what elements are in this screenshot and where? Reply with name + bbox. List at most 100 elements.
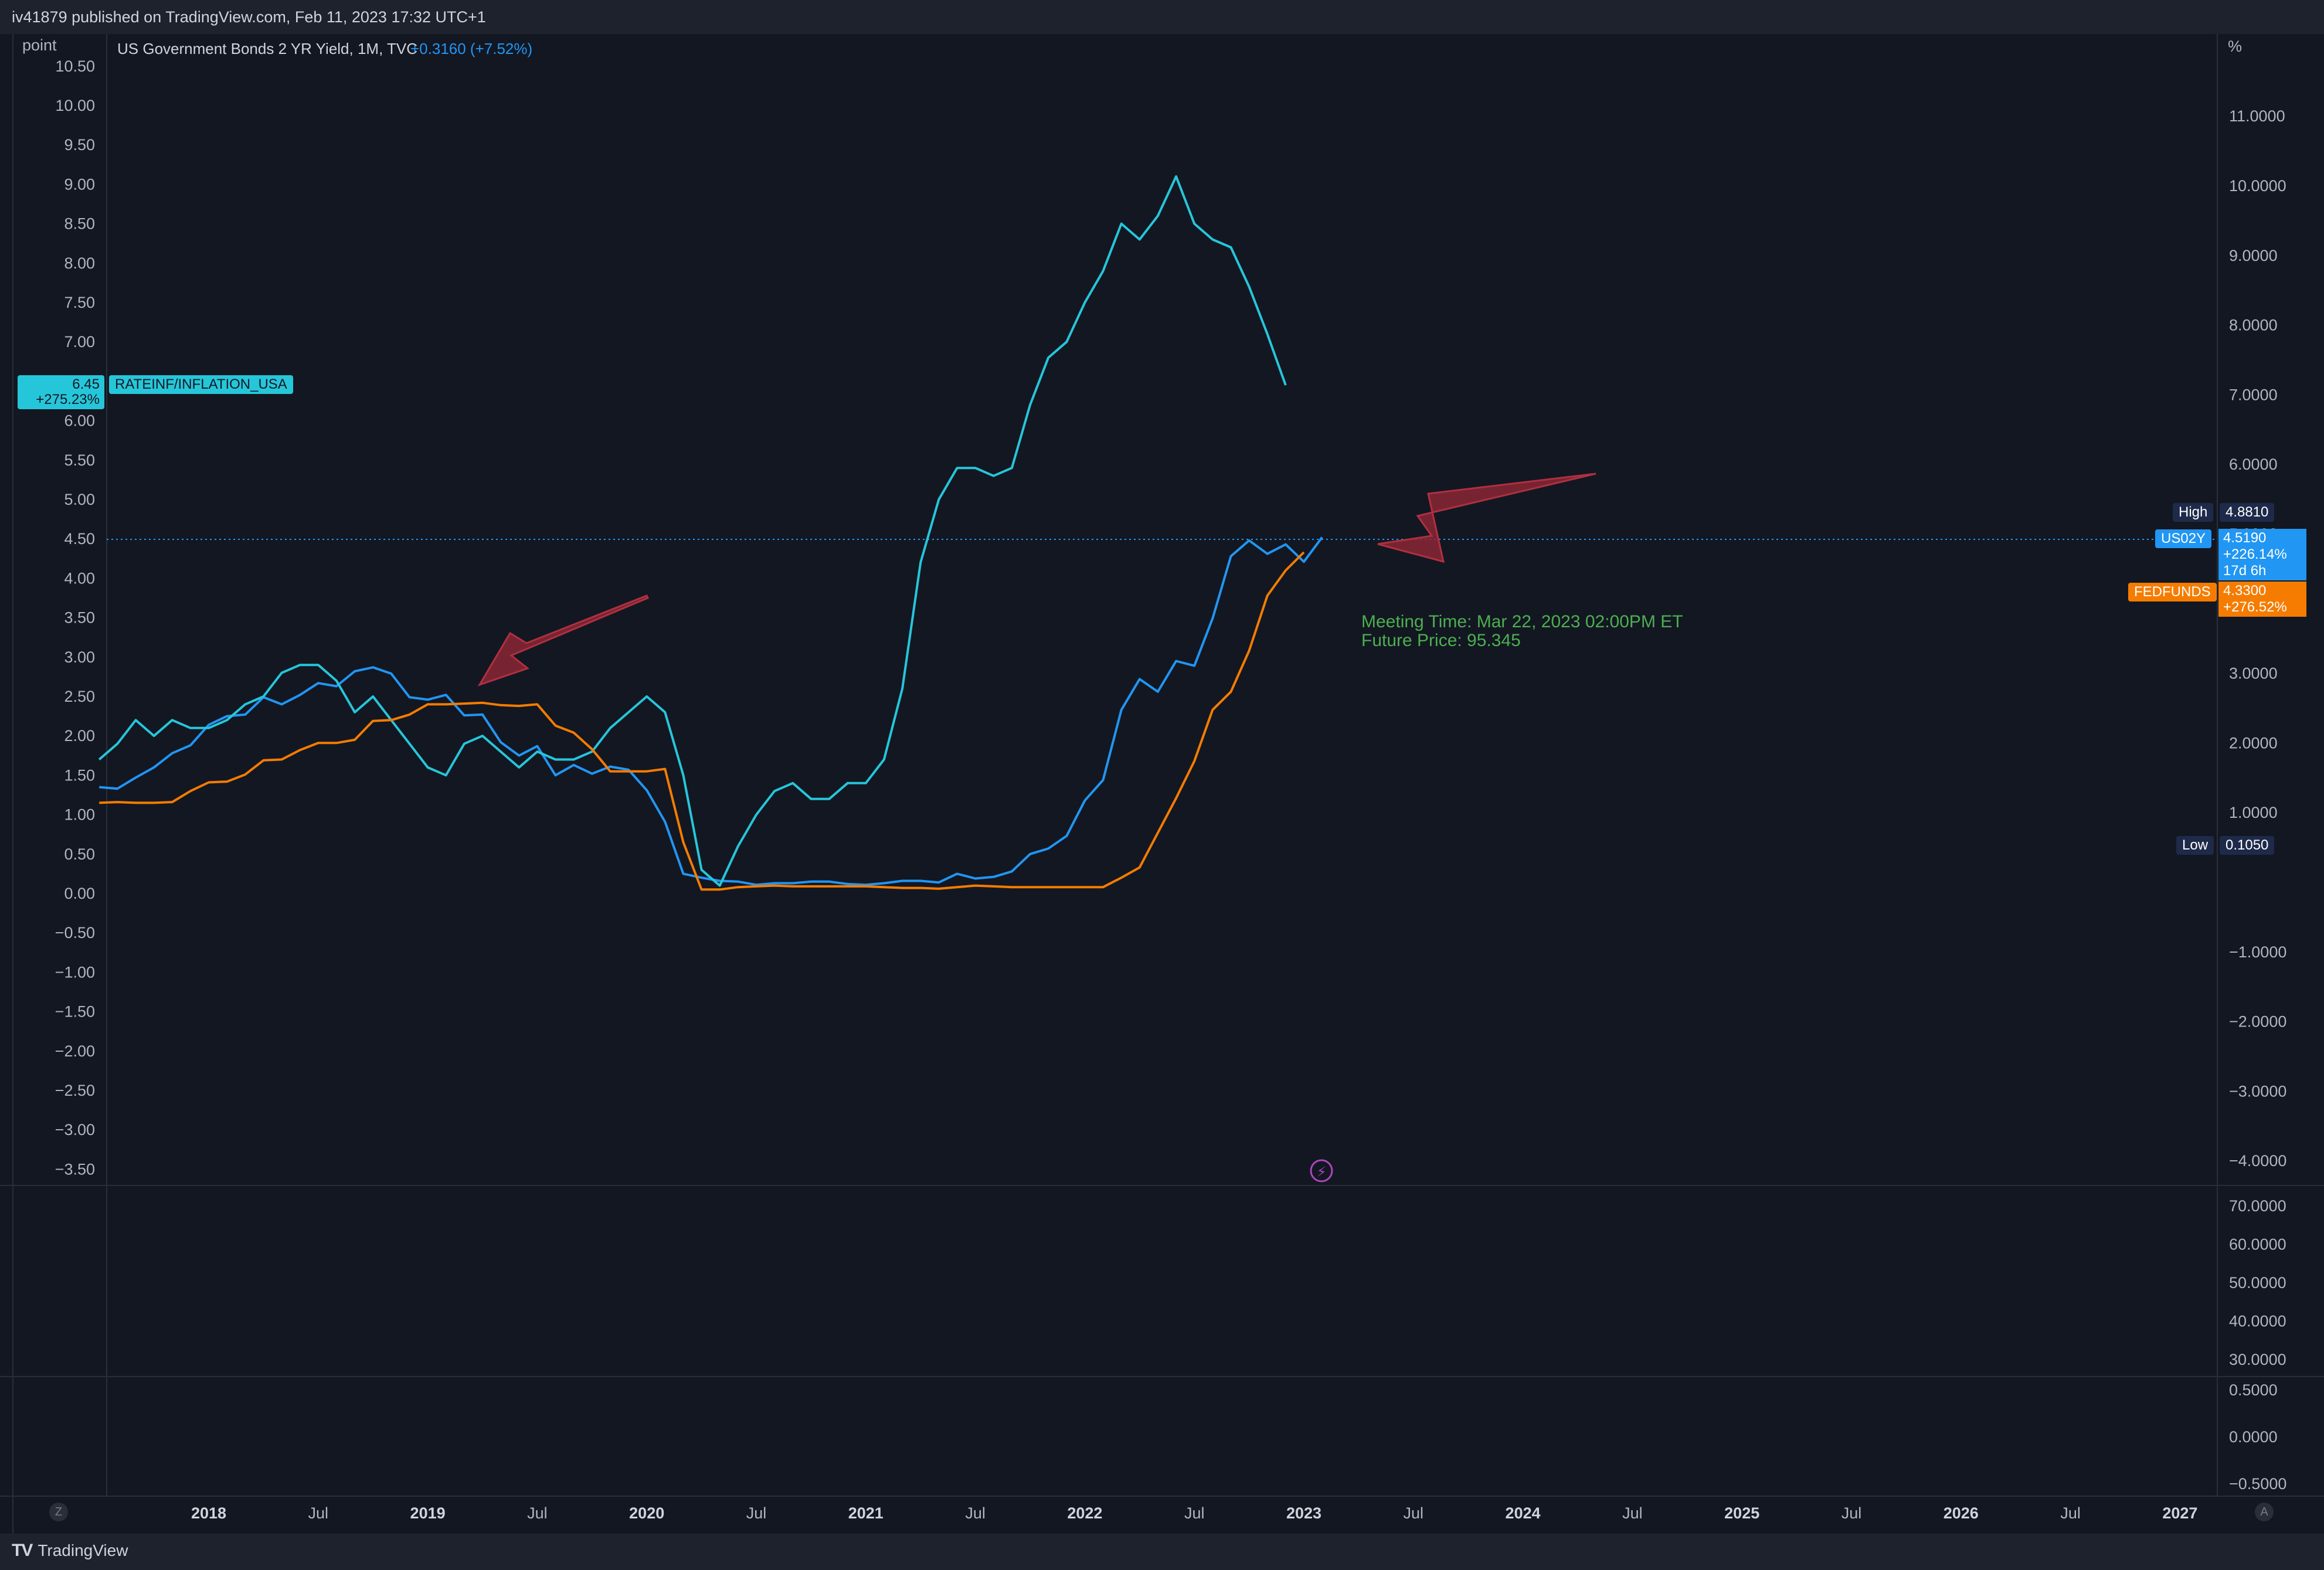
left-axis-tick: 5.00 bbox=[64, 491, 95, 508]
right-axis-tick: 1.0000 bbox=[2229, 804, 2278, 821]
left-axis-tick: 3.00 bbox=[64, 648, 95, 666]
left-axis-tick: −2.50 bbox=[55, 1082, 95, 1099]
low-label: Low bbox=[2176, 836, 2214, 855]
right-axis-tick: 8.0000 bbox=[2229, 317, 2278, 334]
right-axis-tick: 7.0000 bbox=[2229, 386, 2278, 403]
time-axis-label: 2021 bbox=[848, 1504, 884, 1522]
high-value: 4.8810 bbox=[2220, 503, 2275, 522]
inflation-series-label: RATEINF/INFLATION_USA bbox=[109, 375, 293, 394]
right-axis-tick: −2.0000 bbox=[2229, 1013, 2286, 1031]
inflation-price-badge: 6.45 +275.23% bbox=[18, 375, 104, 409]
left-axis-tick: 2.50 bbox=[64, 688, 95, 705]
series-line-fedfunds[interactable] bbox=[99, 551, 1305, 891]
arrow-annotation-right[interactable] bbox=[1377, 473, 1596, 563]
us02y-change: +226.14% bbox=[2223, 546, 2287, 562]
us02y-value: 4.5190 bbox=[2223, 530, 2267, 546]
left-axis-tick: 10.00 bbox=[55, 97, 95, 114]
right-axis-tick: 10.0000 bbox=[2229, 177, 2286, 195]
footer-bar bbox=[0, 1534, 2324, 1570]
right-axis-tick: −4.0000 bbox=[2229, 1152, 2286, 1170]
fedfunds-price-badge: 4.3300 +276.52% bbox=[2218, 582, 2306, 617]
left-axis-tick: 8.50 bbox=[64, 215, 95, 233]
left-axis-tick: 7.00 bbox=[64, 333, 95, 351]
publish-text: iv41879 published on TradingView.com, Fe… bbox=[12, 8, 486, 26]
right-axis-tick: 2.0000 bbox=[2229, 734, 2278, 752]
left-axis-tick: −3.00 bbox=[55, 1121, 95, 1139]
series-line-rateinf-inflation-usa[interactable] bbox=[98, 175, 1287, 887]
us02y-series-label: US02Y bbox=[2155, 529, 2212, 548]
time-axis-label: Jul bbox=[308, 1504, 329, 1522]
series-line-us02y[interactable] bbox=[99, 536, 1323, 886]
time-axis-label: Jul bbox=[527, 1504, 548, 1522]
a-button[interactable]: A bbox=[2255, 1503, 2274, 1521]
pane3-axis-tick: −0.5000 bbox=[2229, 1475, 2286, 1493]
annotation-meeting-time: Meeting Time: Mar 22, 2023 02:00PM ET bbox=[1361, 612, 1683, 631]
right-axis-unit: % bbox=[2228, 38, 2242, 55]
time-axis-label: Jul bbox=[746, 1504, 767, 1522]
pane3-axis-tick: 0.5000 bbox=[2229, 1381, 2278, 1399]
fedfunds-value: 4.3300 bbox=[2223, 583, 2267, 599]
left-axis-tick: 0.00 bbox=[64, 885, 95, 902]
left-axis-tick: −2.00 bbox=[55, 1042, 95, 1060]
annotation-future-price: Future Price: 95.345 bbox=[1361, 631, 1521, 650]
time-axis-label: 2020 bbox=[629, 1504, 664, 1522]
left-axis-tick: 4.00 bbox=[64, 569, 95, 587]
time-axis-label: 2022 bbox=[1067, 1504, 1102, 1522]
legend-change: +0.3160 (+7.52%) bbox=[410, 40, 532, 57]
arrow-annotation-left[interactable] bbox=[477, 594, 650, 687]
fedfunds-series-label: FEDFUNDS bbox=[2128, 583, 2217, 602]
left-axis-tick: 3.50 bbox=[64, 609, 95, 627]
time-axis-label: 2025 bbox=[1724, 1504, 1759, 1522]
pane2-axis-tick: 60.0000 bbox=[2229, 1236, 2286, 1253]
low-value: 0.1050 bbox=[2220, 836, 2275, 855]
pane3-axis: 0.5000 0.0000 −0.5000 bbox=[2229, 1381, 2286, 1493]
pane3-axis-tick: 0.0000 bbox=[2229, 1428, 2278, 1446]
time-axis-label: 2027 bbox=[2162, 1504, 2197, 1522]
left-axis-tick: −3.50 bbox=[55, 1160, 95, 1178]
left-axis-tick: −0.50 bbox=[55, 924, 95, 942]
legend-title: US Government Bonds 2 YR Yield, 1M, TVC bbox=[117, 40, 417, 57]
right-axis-tick: 9.0000 bbox=[2229, 247, 2278, 264]
left-axis-tick: −1.00 bbox=[55, 963, 95, 981]
time-axis-label: 2026 bbox=[1944, 1504, 1979, 1522]
lightning-icon[interactable] bbox=[1310, 1159, 1333, 1182]
fedfunds-change: +276.52% bbox=[2223, 599, 2287, 615]
tradingview-logo-icon: TV bbox=[12, 1541, 33, 1560]
left-axis-unit: point bbox=[22, 36, 57, 54]
left-axis-tick: 7.50 bbox=[64, 294, 95, 311]
left-axis-tick: 6.00 bbox=[64, 412, 95, 430]
time-axis-label: Jul bbox=[2060, 1504, 2081, 1522]
pane2-axis-tick: 40.0000 bbox=[2229, 1313, 2286, 1330]
left-axis-tick: −1.50 bbox=[55, 1003, 95, 1021]
publish-header: iv41879 published on TradingView.com, Fe… bbox=[0, 0, 2324, 34]
left-axis-tick: 2.00 bbox=[64, 727, 95, 745]
time-axis-label: 2019 bbox=[410, 1504, 446, 1522]
right-axis-tick: 11.0000 bbox=[2229, 107, 2285, 125]
left-axis: 10.50 10.00 9.50 9.00 8.50 8.00 7.50 7.00 6.00 5.… bbox=[55, 57, 95, 1178]
time-axis-label: 2023 bbox=[1286, 1504, 1321, 1522]
pane2-axis-tick: 30.0000 bbox=[2229, 1351, 2286, 1368]
right-axis-tick: 6.0000 bbox=[2229, 456, 2278, 473]
time-axis-label: 2018 bbox=[191, 1504, 226, 1522]
z-button[interactable]: Z bbox=[49, 1503, 68, 1521]
right-axis-tick: −1.0000 bbox=[2229, 943, 2286, 961]
tradingview-logo-text: TradingView bbox=[38, 1541, 128, 1559]
inflation-change: +275.23% bbox=[36, 392, 100, 407]
left-axis-tick: 9.00 bbox=[64, 175, 95, 193]
tradingview-logo[interactable]: TV TradingView bbox=[12, 1541, 128, 1561]
time-axis-label: Jul bbox=[1184, 1504, 1205, 1522]
time-axis: 2018 Jul 2019 Jul 2020 Jul 2021 Jul 2022 Jul 2023 J… bbox=[191, 1504, 2197, 1522]
us02y-price-badge: 4.5190 +226.14% 17d 6h bbox=[2218, 529, 2306, 580]
left-axis-tick: 1.00 bbox=[64, 806, 95, 824]
chart-canvas[interactable]: point % 10.50 10.00 9.50 9.00 8.50 8.00 7.50 7.… bbox=[0, 0, 2324, 1534]
time-axis-label: Jul bbox=[1622, 1504, 1643, 1522]
pane2-axis: 70.0000 60.0000 50.0000 40.0000 30.0000 bbox=[2229, 1197, 2286, 1368]
series-group bbox=[98, 175, 1323, 891]
left-axis-tick: 5.50 bbox=[64, 451, 95, 469]
left-axis-tick: 9.50 bbox=[64, 136, 95, 154]
left-axis-tick: 8.00 bbox=[64, 254, 95, 272]
pane2-axis-tick: 70.0000 bbox=[2229, 1197, 2286, 1215]
time-axis-label: Jul bbox=[1404, 1504, 1424, 1522]
left-axis-tick: 1.50 bbox=[64, 766, 95, 784]
right-axis-tick: 3.0000 bbox=[2229, 665, 2278, 682]
